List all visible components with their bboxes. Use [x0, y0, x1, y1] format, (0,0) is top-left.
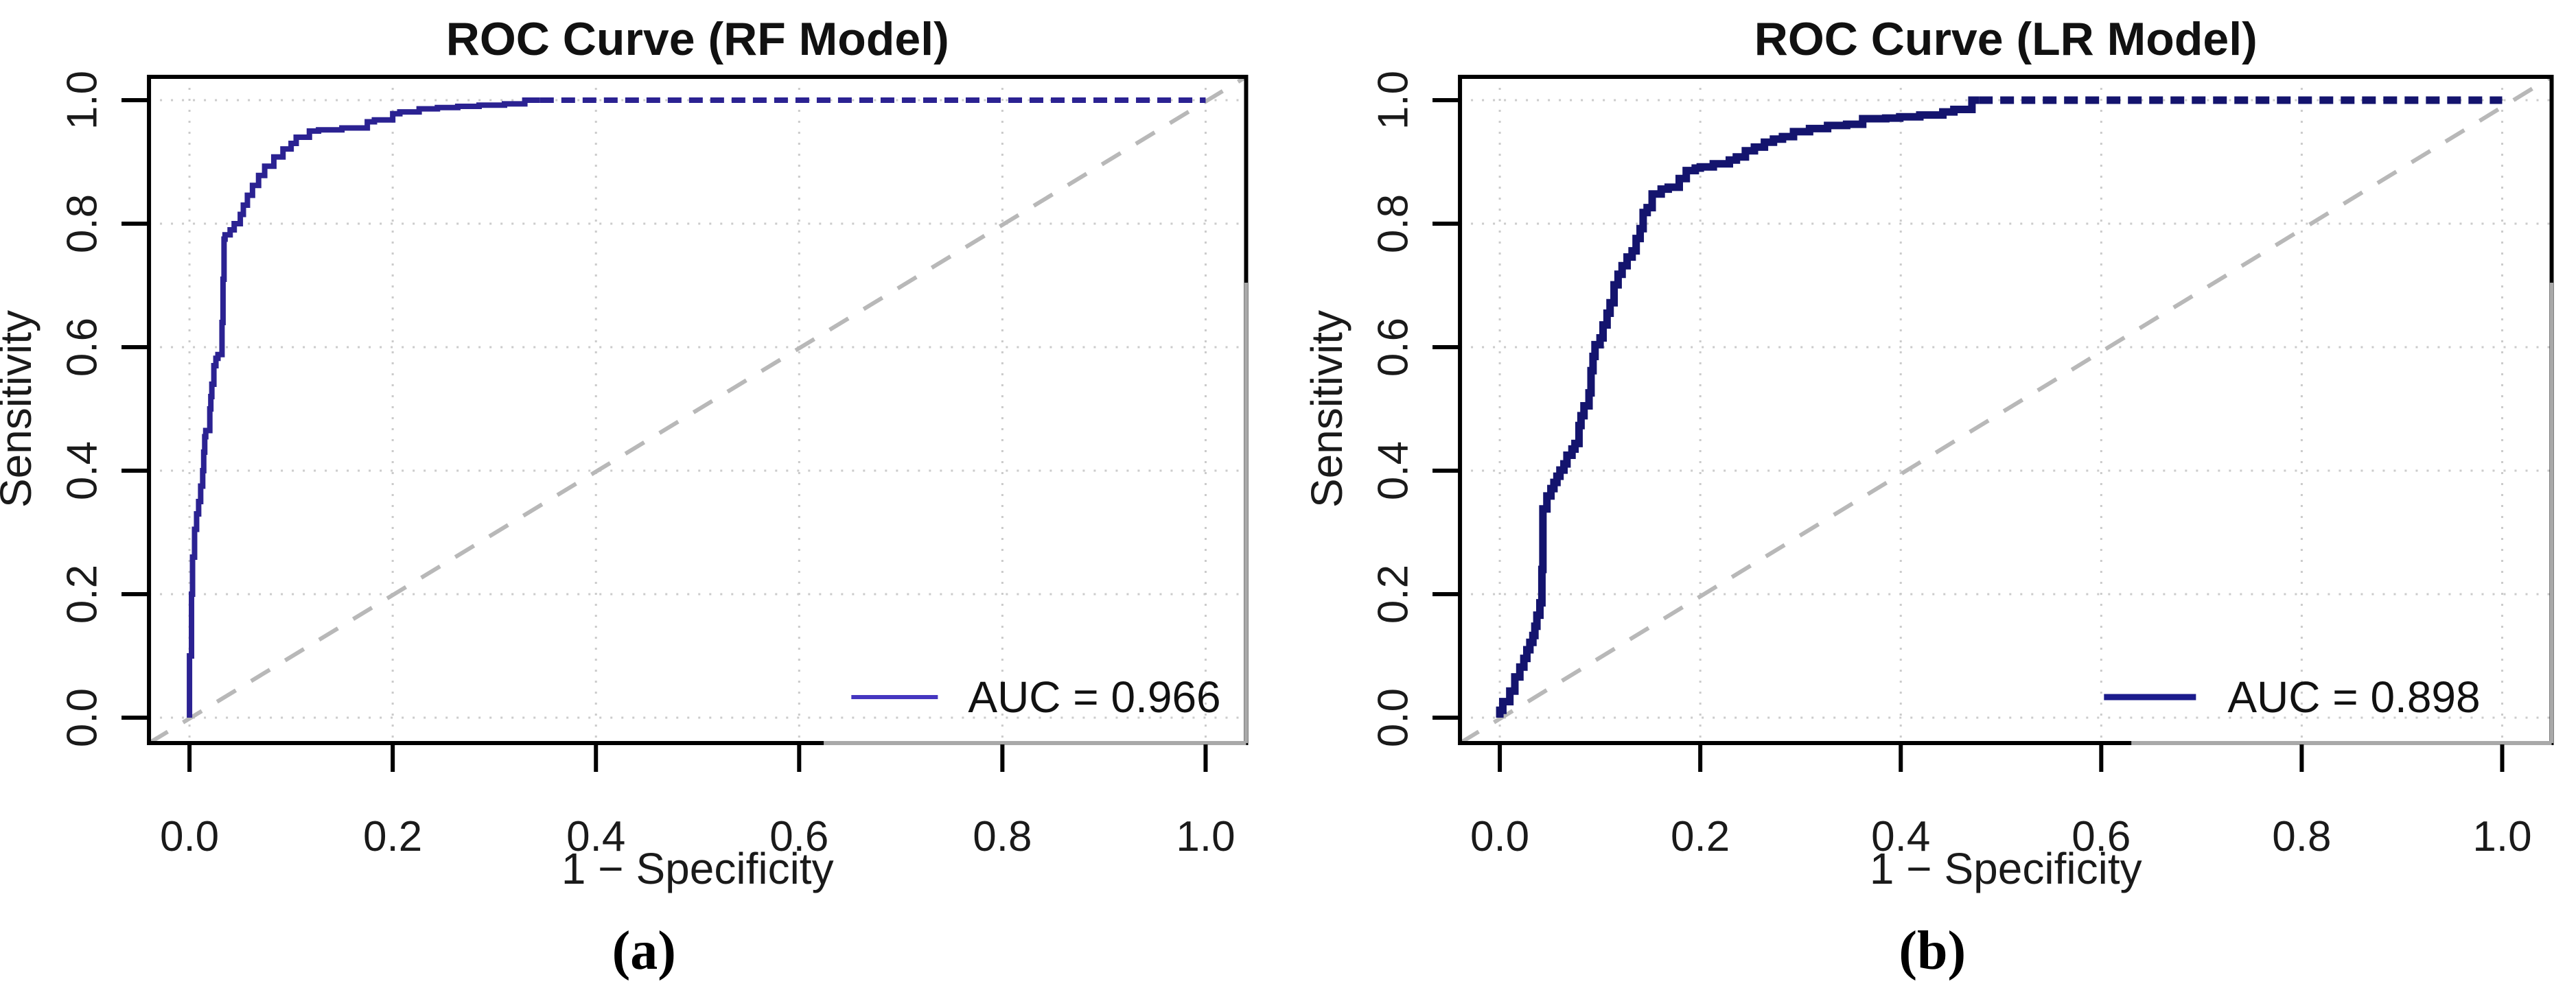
roc-curve — [187, 97, 540, 718]
roc-panel-b: 0.0 0.0 0.2 0.2 0.4 0.4 0.6 0.6 0.8 0.8 1.0 1.0 ROC … — [1288, 0, 2576, 988]
x-tick-label: 1.0 — [1176, 813, 1235, 860]
x-tick-label: 0.2 — [363, 813, 422, 860]
x-tick-label: 0.0 — [160, 813, 219, 860]
roc-curve — [1496, 96, 1979, 718]
x-tick-label: 0.8 — [973, 813, 1032, 860]
y-tick-label: 0.4 — [58, 441, 106, 500]
x-axis-title: 1 − Specificity — [1869, 844, 2142, 893]
y-tick-label: 0.0 — [58, 688, 106, 747]
legend-auc-label: AUC = 0.898 — [2227, 672, 2480, 722]
x-tick-label: 0.0 — [1470, 813, 1529, 860]
diagonal-reference-line — [1459, 75, 2553, 745]
panel-background — [0, 0, 1288, 988]
x-tick-label: 0.4 — [1871, 813, 1930, 860]
y-tick-label: 0.6 — [58, 318, 106, 377]
y-tick-label: 0.8 — [58, 194, 106, 253]
x-axis-title: 1 − Specificity — [561, 844, 834, 893]
y-axis-title: Sensitivity — [1302, 310, 1351, 508]
roc-chart-rf: 0.0 0.0 0.2 0.2 0.4 0.4 0.6 0.6 0.8 0.8 1.0 1.0 ROC … — [0, 0, 1288, 988]
panel-letter: (b) — [1899, 921, 1966, 981]
x-tick-label: 0.6 — [769, 813, 828, 860]
x-tick-label: 0.2 — [1671, 813, 1730, 860]
y-tick-label: 0.6 — [1369, 318, 1417, 377]
legend-auc-label: AUC = 0.966 — [968, 672, 1220, 722]
x-tick-label: 1.0 — [2472, 813, 2531, 860]
y-tick-label: 0.2 — [58, 565, 106, 624]
y-tick-label: 1.0 — [58, 71, 106, 130]
y-tick-label: 0.4 — [1369, 441, 1417, 500]
roc-chart-lr: 0.0 0.0 0.2 0.2 0.4 0.4 0.6 0.6 0.8 0.8 1.0 1.0 ROC … — [1288, 0, 2576, 988]
y-tick-label: 0.2 — [1369, 565, 1417, 624]
x-tick-label: 0.8 — [2272, 813, 2331, 860]
y-tick-label: 1.0 — [1369, 71, 1417, 130]
y-tick-label: 0.8 — [1369, 194, 1417, 253]
panel-title: ROC Curve (LR Model) — [1754, 13, 2257, 65]
x-tick-label: 0.6 — [2072, 813, 2131, 860]
diagonal-reference-line — [148, 75, 1248, 745]
y-tick-label: 0.0 — [1369, 688, 1417, 747]
roc-panel-a: 0.0 0.0 0.2 0.2 0.4 0.4 0.6 0.6 0.8 0.8 1.0 1.0 ROC … — [0, 0, 1288, 988]
y-axis-title: Sensitivity — [0, 310, 40, 508]
panel-title: ROC Curve (RF Model) — [446, 13, 949, 65]
panel-letter: (a) — [612, 921, 676, 981]
panel-background — [1288, 0, 2576, 988]
x-tick-label: 0.4 — [566, 813, 625, 860]
